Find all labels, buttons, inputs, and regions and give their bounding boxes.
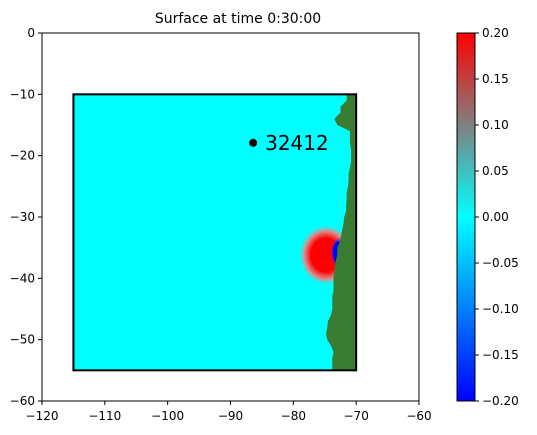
x-tick-label: −110	[88, 409, 121, 423]
x-tick-label: −60	[406, 409, 431, 423]
colorbar	[456, 32, 476, 402]
x-tick-label: −80	[281, 409, 306, 423]
x-tick-label: −70	[344, 409, 369, 423]
gauge-label: 32412	[265, 131, 329, 155]
y-tick-label: −20	[10, 149, 35, 163]
y-tick-label: 0	[27, 26, 35, 40]
y-tick-label: −30	[10, 210, 35, 224]
colorbar-tick-label: −0.05	[482, 256, 519, 270]
y-tick-label: −40	[10, 271, 35, 285]
chart-marks: 32412	[72, 93, 358, 372]
colorbar-tick-label: −0.10	[482, 302, 519, 316]
colorbar-tick-label: −0.20	[482, 394, 519, 408]
y-tick-label: −50	[10, 333, 35, 347]
x-tick-label: −100	[151, 409, 184, 423]
y-tick-label: −60	[10, 394, 35, 408]
colorbar-tick-label: 0.10	[482, 118, 509, 132]
colorbar-tick-label: 0.00	[482, 210, 509, 224]
x-tick-label: −90	[218, 409, 243, 423]
land-area	[326, 94, 357, 371]
colorbar-ticks: 0.20 0.15 0.10 0.05 0.00 −0.05 −0.10 −0.15 −0.20	[475, 26, 519, 408]
axes: −120 −110 −100 −90 −80 −70 −60 0 −10 −20 −30 −40 −50…	[10, 26, 432, 423]
x-tick-label: −120	[26, 409, 59, 423]
colorbar-tick-label: 0.20	[482, 26, 509, 40]
colorbar-tick-label: 0.15	[482, 72, 509, 86]
chart-title: Surface at time 0:30:00	[155, 11, 321, 27]
y-tick-label: −10	[10, 87, 35, 101]
colorbar-tick-label: −0.15	[482, 348, 519, 362]
surface-layers	[73, 94, 357, 371]
domain-box	[72, 93, 358, 372]
colorbar-tick-label: 0.05	[482, 164, 509, 178]
gauge-marker	[249, 138, 258, 147]
